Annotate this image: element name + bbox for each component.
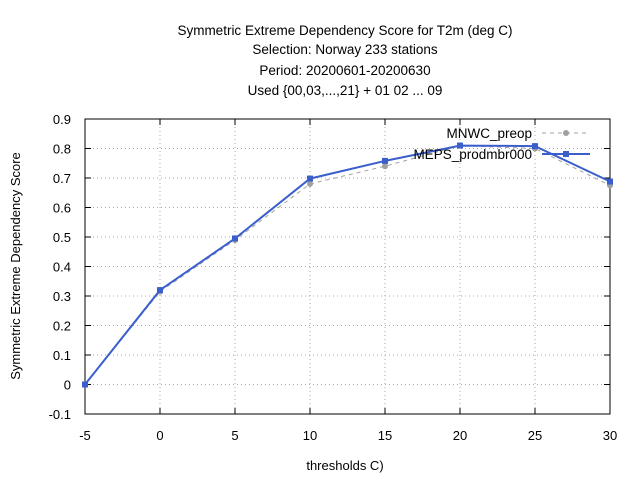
data-point [607,178,613,185]
data-point [232,235,238,242]
title-line-4: Used {00,03,...,21} + 01 02 ... 09 [248,83,443,98]
legend-marker [563,151,569,157]
x-tick-label: 25 [528,428,542,443]
x-tick-label: 30 [603,428,617,443]
x-tick-label: 10 [303,428,317,443]
plot-area [84,118,611,415]
x-tick-label: 15 [378,428,392,443]
y-tick-label: 0 [64,378,71,393]
data-point [307,175,313,182]
x-axis-label: thresholds C) [306,458,383,473]
legend-marker [563,130,569,136]
y-tick-label: 0.8 [53,142,71,157]
legend: MNWC_preop MEPS_prodmbr000 [413,126,590,162]
grid [85,119,610,414]
y-axis-label: Symmetric Extreme Dependency Score [8,152,23,380]
legend-label: MNWC_preop [446,126,532,141]
data-point [532,143,538,150]
data-point [157,287,163,294]
data-point [382,163,388,170]
data-point [382,157,388,164]
data-point [82,381,88,388]
y-tick-label: 0.9 [53,112,71,127]
data-point [457,142,463,149]
x-tick-label: 5 [231,428,238,443]
y-tick-label: 0.3 [53,289,71,304]
axis-ticks: -0.1 0 0.1 0.2 0.3 0.4 0.5 0.6 0.7 0.8 0.9 -5 0 5 10 15… [49,112,618,443]
chart-title: Symmetric Extreme Dependency Score for T… [177,23,512,98]
y-tick-label: 0.7 [53,171,71,186]
x-tick-label: 0 [156,428,163,443]
data-point [307,180,313,187]
series-line [84,144,611,386]
y-tick-label: 0.4 [53,260,71,275]
title-line-2: Selection: Norway 233 stations [252,42,438,57]
legend-label: MEPS_prodmbr000 [413,147,532,162]
x-tick-label: 20 [453,428,467,443]
y-tick-label: 0.2 [53,319,71,334]
title-line-3: Period: 20200601-20200630 [259,63,430,78]
y-tick-label: 0.6 [53,201,71,216]
y-tick-label: 0.5 [53,230,71,245]
y-tick-label: -0.1 [49,407,71,422]
y-tick-label: 0.1 [53,348,71,363]
title-line-1: Symmetric Extreme Dependency Score for T… [177,23,512,38]
series-layer [82,142,613,388]
x-tick-label: -5 [79,428,91,443]
series-line [84,145,611,385]
